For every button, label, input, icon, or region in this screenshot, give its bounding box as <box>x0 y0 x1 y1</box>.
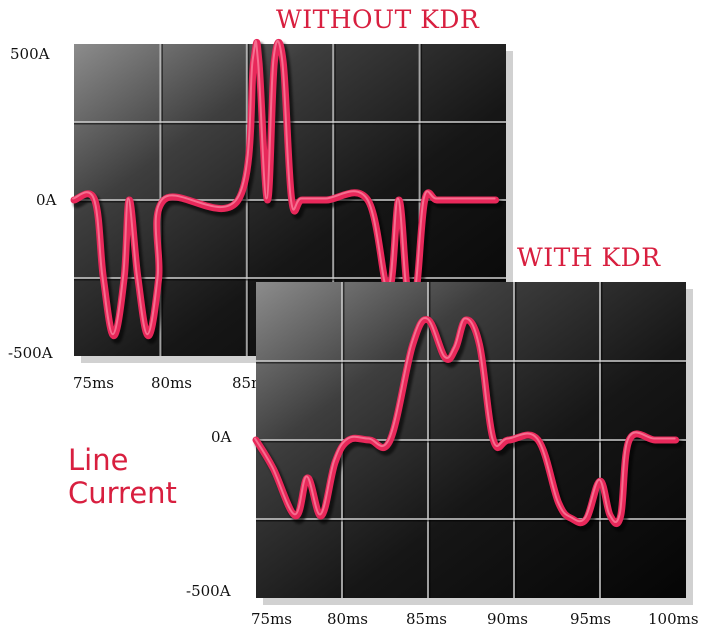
chart2-x-tick-label: 90ms <box>487 610 529 628</box>
chart2-x-tick-label: 100ms <box>648 610 699 628</box>
chart1-y-tick-label: 500A <box>10 45 50 63</box>
chart1-y-tick-label: 0A <box>36 191 57 209</box>
line-current-label-line1: Line <box>68 443 129 477</box>
chart2-title: WITH KDR <box>517 243 661 272</box>
chart1-y-tick-label: -500A <box>8 344 53 362</box>
line-current-label-line2: Current <box>68 476 177 510</box>
chart2-y-tick-label: -500A <box>186 582 231 600</box>
chart2-x-tick-label: 85ms <box>406 610 448 628</box>
chart1-title: WITHOUT KDR <box>276 5 480 34</box>
chart2-x-tick-label: 95ms <box>570 610 612 628</box>
chart2-y-tick-label: 0A <box>211 428 232 446</box>
chart2-x-tick-label: 75ms <box>251 610 293 628</box>
chart2-series-0-highlight <box>254 316 676 523</box>
chart1-x-tick-label: 75ms <box>73 374 115 392</box>
line-current-label: Line Current <box>68 444 177 510</box>
chart1-x-tick-label: 80ms <box>151 374 193 392</box>
chart2-x-tick-label: 80ms <box>327 610 369 628</box>
